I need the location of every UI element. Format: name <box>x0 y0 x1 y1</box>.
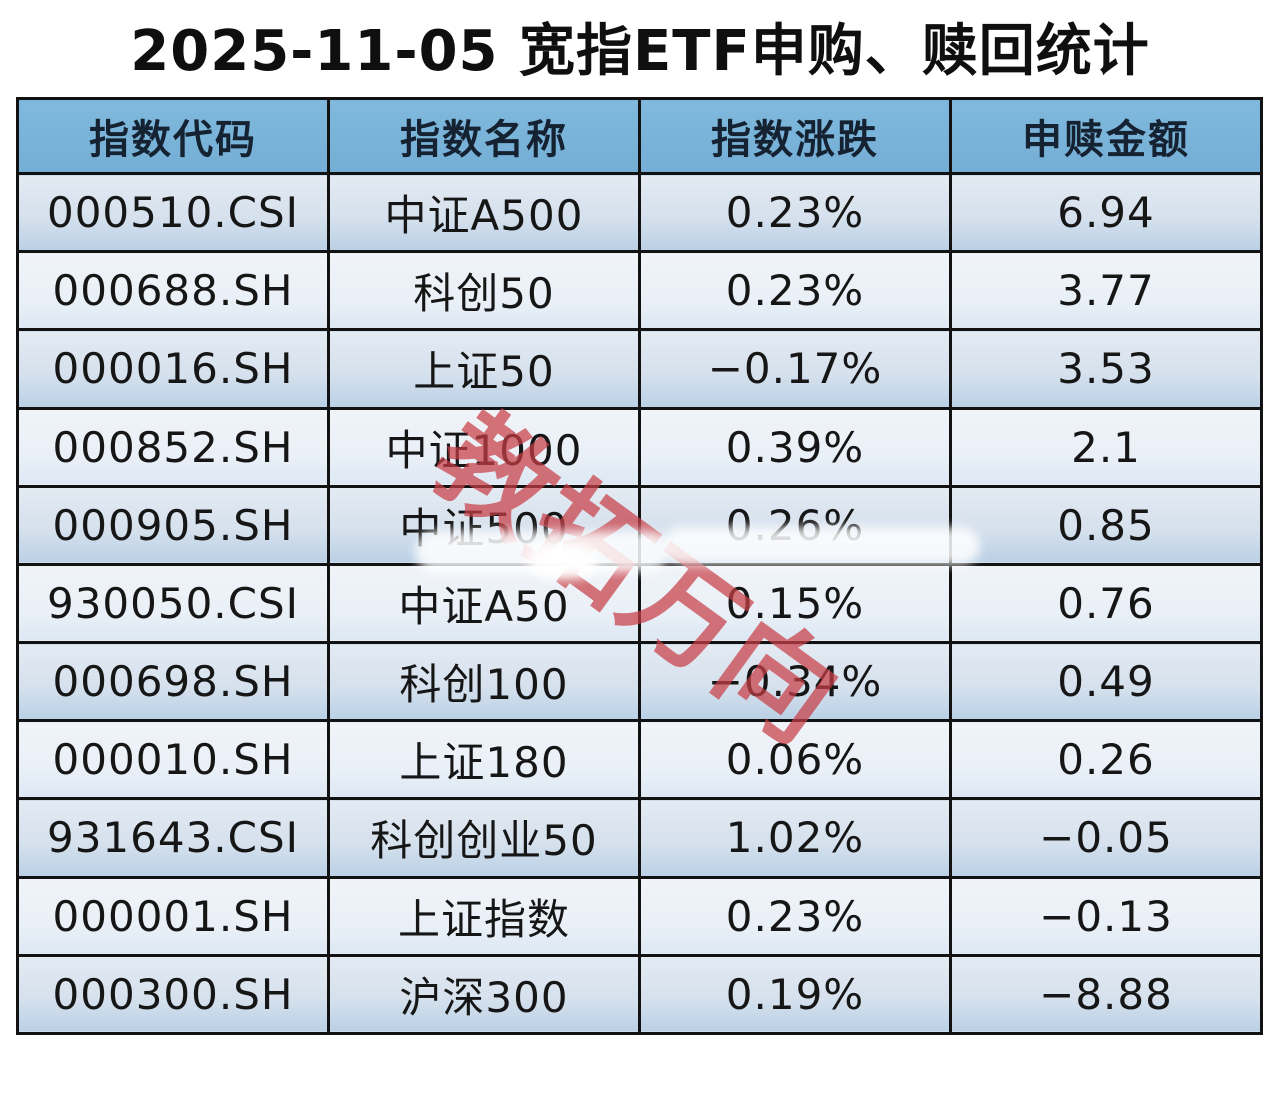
table-row: 000010.SH 上证180 0.06% 0.26 <box>16 719 1263 801</box>
cell-index-code: 930050.CSI <box>16 562 330 645</box>
cell-index-change: 0.26% <box>638 484 952 566</box>
cell-redemption-amount: 3.53 <box>949 328 1263 410</box>
cell-redemption-amount: 0.76 <box>949 562 1263 645</box>
cell-redemption-amount: −8.88 <box>949 953 1263 1036</box>
cell-index-name: 上证指数 <box>327 875 641 957</box>
cell-redemption-amount: 6.94 <box>949 171 1263 254</box>
table-row: 000300.SH 沪深300 0.19% −8.88 <box>16 953 1263 1036</box>
cell-index-code: 931643.CSI <box>16 797 330 879</box>
cell-index-code: 000001.SH <box>16 875 330 957</box>
cell-index-code: 000016.SH <box>16 328 330 410</box>
cell-index-change: 0.15% <box>638 562 952 645</box>
header-row: 指数代码 指数名称 指数涨跌 申赎金额 <box>16 97 1263 175</box>
cell-index-name: 科创50 <box>327 250 641 332</box>
cell-index-change: −0.34% <box>638 641 952 723</box>
column-header: 指数涨跌 <box>638 97 952 175</box>
cell-index-change: 0.39% <box>638 406 952 488</box>
table-row: 000016.SH 上证50 −0.17% 3.53 <box>16 328 1263 410</box>
cell-index-code: 000852.SH <box>16 406 330 488</box>
cell-redemption-amount: −0.05 <box>949 797 1263 879</box>
table-row: 000510.CSI 中证A500 0.23% 6.94 <box>16 171 1263 254</box>
cell-redemption-amount: 2.1 <box>949 406 1263 488</box>
table-row: 000688.SH 科创50 0.23% 3.77 <box>16 250 1263 332</box>
cell-index-name: 沪深300 <box>327 953 641 1036</box>
cell-redemption-amount: 0.26 <box>949 719 1263 801</box>
cell-index-code: 000300.SH <box>16 953 330 1036</box>
cell-index-change: 0.06% <box>638 719 952 801</box>
table-row: 000698.SH 科创100 −0.34% 0.49 <box>16 641 1263 723</box>
cell-index-name: 科创100 <box>327 641 641 723</box>
cell-redemption-amount: −0.13 <box>949 875 1263 957</box>
column-header: 指数代码 <box>16 97 330 175</box>
cell-redemption-amount: 0.85 <box>949 484 1263 566</box>
cell-index-code: 000510.CSI <box>16 171 330 254</box>
cell-index-change: −0.17% <box>638 328 952 410</box>
cell-index-name: 中证A500 <box>327 171 641 254</box>
table-row: 000852.SH 中证1000 0.39% 2.1 <box>16 406 1263 488</box>
cell-index-code: 000698.SH <box>16 641 330 723</box>
cell-index-change: 0.23% <box>638 171 952 254</box>
cell-redemption-amount: 0.49 <box>949 641 1263 723</box>
column-header: 申赎金额 <box>949 97 1263 175</box>
table-row: 000001.SH 上证指数 0.23% −0.13 <box>16 875 1263 957</box>
column-header: 指数名称 <box>327 97 641 175</box>
etf-table: 指数代码 指数名称 指数涨跌 申赎金额 000510.CSI 中证A500 0.23% 6.… <box>16 97 1263 1036</box>
cell-index-name: 中证1000 <box>327 406 641 488</box>
table-row: 930050.CSI 中证A50 0.15% 0.76 <box>16 562 1263 645</box>
cell-index-change: 0.19% <box>638 953 952 1036</box>
cell-index-code: 000905.SH <box>16 484 330 566</box>
cell-index-code: 000688.SH <box>16 250 330 332</box>
table-row: 000905.SH 中证500 0.26% 0.85 <box>16 484 1263 566</box>
cell-index-name: 上证50 <box>327 328 641 410</box>
cell-index-change: 0.23% <box>638 250 952 332</box>
cell-redemption-amount: 3.77 <box>949 250 1263 332</box>
cell-index-code: 000010.SH <box>16 719 330 801</box>
cell-index-name: 科创创业50 <box>327 797 641 879</box>
table-body: 000510.CSI 中证A500 0.23% 6.94 000688.SH 科创50 0.… <box>16 171 1263 1036</box>
page-title: 2025-11-05 宽指ETF申购、赎回统计 <box>130 19 1150 84</box>
table-row: 931643.CSI 科创创业50 1.02% −0.05 <box>16 797 1263 879</box>
cell-index-name: 中证500 <box>327 484 641 566</box>
cell-index-change: 1.02% <box>638 797 952 879</box>
cell-index-name: 中证A50 <box>327 562 641 645</box>
cell-index-change: 0.23% <box>638 875 952 957</box>
cell-index-name: 上证180 <box>327 719 641 801</box>
